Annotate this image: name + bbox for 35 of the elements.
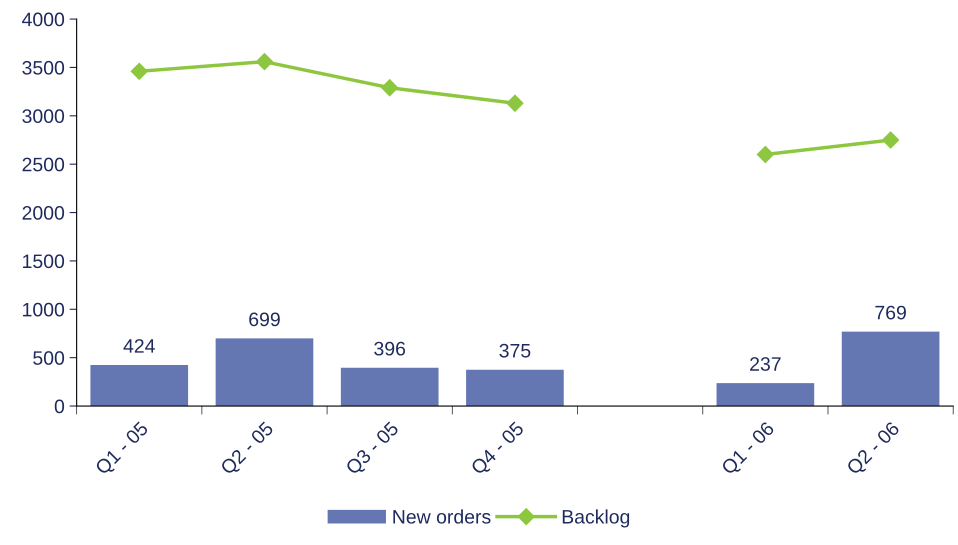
x-tick-label: Q2 - 05 xyxy=(220,420,276,478)
data-label: 699 xyxy=(249,312,280,326)
y-tick-label: 1000 xyxy=(23,302,64,317)
bar xyxy=(716,383,814,406)
point xyxy=(882,131,900,149)
data-label: 396 xyxy=(374,342,406,356)
data-label: 375 xyxy=(499,344,530,358)
x-tick-label: Q2 - 06 xyxy=(846,420,903,478)
y-tick-label: 500 xyxy=(33,351,64,365)
point xyxy=(256,53,274,70)
legend-label: New orders xyxy=(393,509,491,524)
bar xyxy=(340,368,439,406)
point xyxy=(130,62,148,80)
y-tick-label: 4000 xyxy=(22,12,64,26)
point xyxy=(756,146,774,164)
y-tick-label: 1500 xyxy=(23,254,64,268)
y-tick-label: 3500 xyxy=(22,60,64,75)
point xyxy=(506,94,524,112)
point xyxy=(381,79,398,96)
y-tick-label: 3000 xyxy=(22,109,64,124)
data-label: 769 xyxy=(875,306,906,320)
data-label: 237 xyxy=(750,357,781,371)
x-tick-label: Q1 - 05 xyxy=(94,420,152,478)
x-tick-label: Q1 - 06 xyxy=(720,420,778,478)
bar xyxy=(842,332,940,406)
bar xyxy=(466,370,564,406)
x-tick-label: Q4 - 05 xyxy=(470,420,527,478)
bar xyxy=(90,365,188,406)
data-label: 424 xyxy=(123,339,155,353)
bar xyxy=(216,338,314,406)
legend-label: Backlog xyxy=(562,509,630,528)
y-tick-label: 0 xyxy=(54,399,64,414)
y-tick-label: 2500 xyxy=(22,158,64,172)
y-tick-label: 2000 xyxy=(22,206,64,220)
x-tick-label: Q3 - 05 xyxy=(344,420,402,478)
